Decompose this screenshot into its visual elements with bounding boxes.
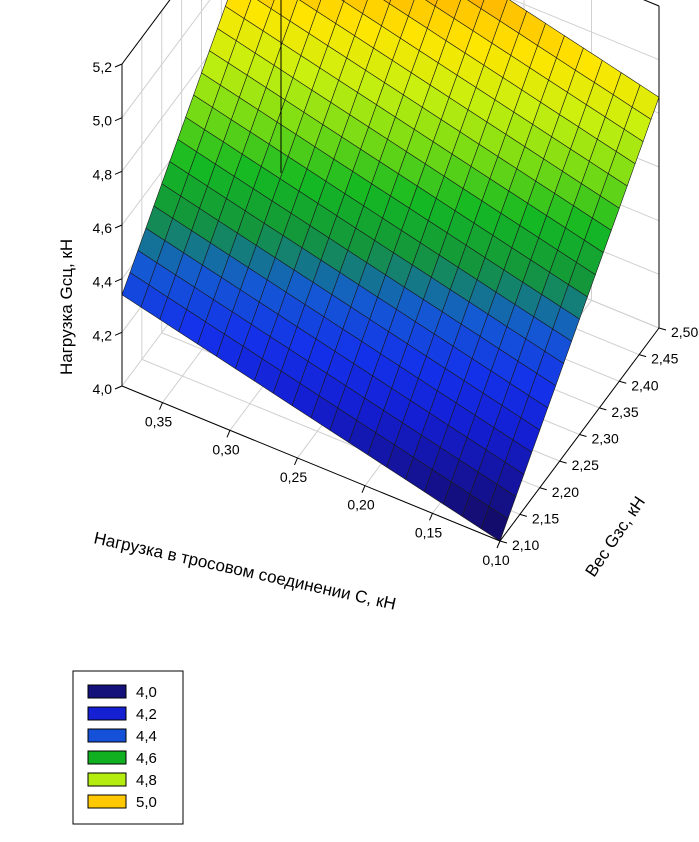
x-tick-label: 0,30 <box>212 441 239 457</box>
x-tick <box>496 540 501 549</box>
legend-swatch <box>87 728 127 743</box>
y-tick-label: 2,40 <box>631 377 658 393</box>
x-tick-label: 0,20 <box>347 497 374 513</box>
z-tick <box>114 63 123 68</box>
y-tick <box>619 380 627 384</box>
z-tick <box>114 331 123 336</box>
x-tick <box>429 513 433 521</box>
x-tick-label: 0,15 <box>415 524 442 540</box>
legend-label: 5,0 <box>136 794 157 811</box>
x-tick-label: 0,35 <box>145 414 172 430</box>
frame-edge <box>121 385 501 542</box>
legend-swatch <box>87 750 127 765</box>
z-tick-label: 5,2 <box>93 59 113 75</box>
legend-label: 4,6 <box>136 750 157 767</box>
y-tick-label: 2,35 <box>611 404 638 420</box>
y-tick-label: 2,20 <box>552 484 579 500</box>
frame-edge <box>121 0 171 65</box>
grid-line-z <box>121 0 660 118</box>
legend-swatch <box>87 706 127 721</box>
z-tick-label: 4,4 <box>93 274 113 290</box>
surface-plot <box>121 0 660 542</box>
axis-ticks: 4,0 4,2 4,4 4,6 4,8 5,0 5,2 0,35 0,30 0,25 0,20 0,1… <box>93 59 699 568</box>
legend-swatch <box>87 684 127 699</box>
y-tick <box>539 487 547 491</box>
z-tick-label: 4,6 <box>93 220 113 236</box>
x-tick-label: 0,25 <box>280 469 307 485</box>
y-tick-label: 2,45 <box>651 351 678 367</box>
y-tick <box>579 434 587 437</box>
legend: 4,0 4,2 4,4 4,6 4,8 5,0 <box>72 670 184 825</box>
z-tick-label: 4,0 <box>93 381 113 397</box>
legend-swatch <box>87 794 127 809</box>
x-tick-label: 0,10 <box>482 552 509 568</box>
y-axis-title: Вес Gзс, кН <box>582 493 649 580</box>
y-tick <box>658 327 667 331</box>
surface-cell <box>425 0 438 7</box>
surface-cell <box>480 506 509 542</box>
y-tick-label: 2,30 <box>592 431 619 447</box>
y-tick-label: 2,25 <box>572 457 599 473</box>
y-tick-label: 2,50 <box>671 324 698 340</box>
legend-label: 4,0 <box>136 684 157 701</box>
legend-swatch <box>87 772 127 787</box>
z-tick <box>114 278 123 283</box>
y-tick <box>599 407 607 411</box>
y-tick <box>499 540 508 544</box>
legend-label: 4,8 <box>136 772 157 789</box>
z-tick <box>114 224 123 229</box>
y-tick <box>559 460 567 464</box>
z-tick <box>114 117 123 122</box>
x-tick <box>226 430 231 438</box>
x-tick <box>294 457 298 466</box>
y-tick <box>519 513 528 517</box>
legend-label: 4,4 <box>136 728 157 745</box>
x-tick <box>361 485 366 493</box>
x-axis-title: Нагрузка в тросовом соединении C, кН <box>92 528 398 613</box>
z-tick <box>114 170 123 175</box>
z-tick-label: 5,0 <box>93 113 113 129</box>
legend-label: 4,2 <box>136 706 157 723</box>
z-tick-label: 4,8 <box>93 166 113 182</box>
y-tick-label: 2,15 <box>532 510 559 526</box>
y-tick-label: 2,10 <box>512 537 539 553</box>
y-tick <box>638 354 647 358</box>
z-tick-label: 4,2 <box>93 327 113 343</box>
z-tick <box>114 385 123 390</box>
z-axis-title: Нагрузка Gсц, кН <box>57 239 76 375</box>
x-tick <box>159 402 163 410</box>
